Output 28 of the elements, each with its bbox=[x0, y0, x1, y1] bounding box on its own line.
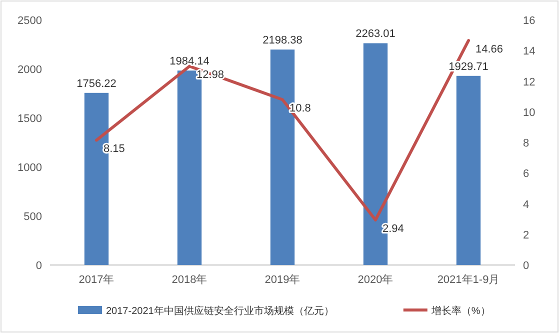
x-tick-label: 2019年 bbox=[264, 274, 300, 286]
y2-tick-label: 8 bbox=[523, 138, 530, 150]
x-tick-label: 2021年1-9月 bbox=[437, 274, 500, 286]
data-label: 2198.38 bbox=[262, 34, 302, 47]
y2-tick-label: 14 bbox=[523, 46, 536, 58]
bar bbox=[456, 76, 481, 265]
y-tick-label: 500 bbox=[24, 211, 42, 223]
data-label: 1984.14 bbox=[170, 56, 210, 68]
y2-tick-label: 2 bbox=[523, 229, 530, 242]
y-tick-label: 1000 bbox=[18, 162, 42, 174]
y-tick-label: 2500 bbox=[18, 15, 42, 27]
y-tick-label: 1500 bbox=[18, 113, 42, 125]
y2-tick-label: 0 bbox=[523, 260, 530, 272]
y2-tick-label: 6 bbox=[523, 168, 530, 180]
x-tick-label: 2017年 bbox=[78, 274, 114, 286]
y2-tick-label: 10 bbox=[523, 106, 536, 119]
y2-tick-label: 4 bbox=[523, 198, 530, 211]
y-tick-label: 0 bbox=[36, 260, 42, 272]
y2-tick-label: 12 bbox=[523, 76, 536, 88]
legend-label: 2017-2021年中国供应链安全行业市场规模（亿元） bbox=[106, 305, 334, 317]
data-label: 1756.22 bbox=[76, 78, 116, 90]
y-tick-label: 2000 bbox=[18, 64, 42, 76]
x-tick-label: 2020年 bbox=[358, 274, 394, 286]
x-tick-label: 2018年 bbox=[172, 274, 208, 286]
y2-tick-label: 16 bbox=[523, 15, 536, 27]
data-label: 14.66 bbox=[476, 44, 504, 56]
legend-label: 增长率（%） bbox=[430, 305, 490, 317]
data-label: 2263.01 bbox=[356, 28, 396, 40]
